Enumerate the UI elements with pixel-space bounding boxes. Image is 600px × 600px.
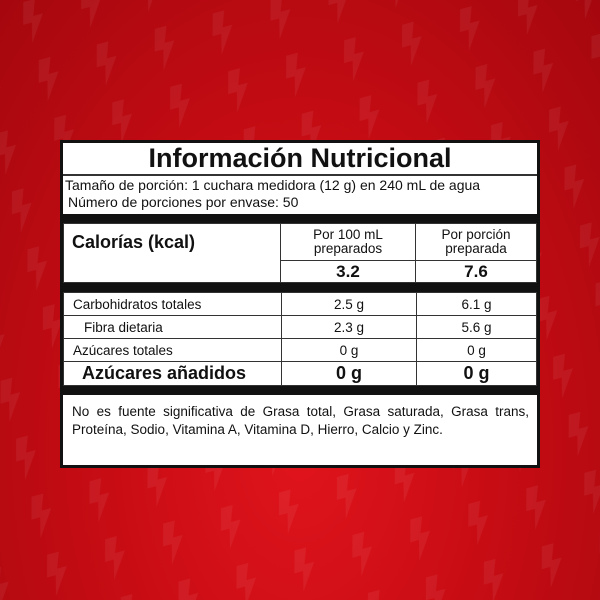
nutrient-name: Azúcares totales	[63, 338, 282, 362]
calories-per-100ml: 3.2	[280, 260, 416, 283]
value-per-serving: 6.1 g	[416, 292, 537, 316]
servings-per-container: Número de porciones por envase: 50	[68, 194, 299, 210]
table-row: Carbohidratos totales 2.5 g 6.1 g	[63, 292, 537, 316]
divider-bar	[63, 214, 537, 223]
col-header-per-100ml: Por 100 mL preparados	[280, 223, 416, 261]
table-row: Azúcares totales 0 g 0 g	[63, 338, 537, 362]
nutrient-name: Fibra dietaria	[63, 315, 282, 339]
footnote: No es fuente significativa de Grasa tota…	[72, 404, 529, 437]
divider-bar	[63, 283, 537, 292]
calories-label: Calorías (kcal)	[63, 223, 281, 283]
col-header-per-serving: Por porción preparada	[415, 223, 537, 261]
label-title: Información Nutricional	[63, 143, 537, 176]
table-row: Azúcares añadidos 0 g 0 g	[63, 361, 537, 386]
table-row: Fibra dietaria 2.3 g 5.6 g	[63, 315, 537, 339]
value-per-100ml: 2.3 g	[281, 315, 417, 339]
value-per-100ml: 2.5 g	[281, 292, 417, 316]
serving-info: Tamaño de porción: 1 cuchara medidora (1…	[63, 176, 537, 214]
value-per-serving: 0 g	[416, 361, 537, 386]
serving-size: Tamaño de porción: 1 cuchara medidora (1…	[65, 177, 481, 193]
nutrients-table: Carbohidratos totales 2.5 g 6.1 g Fibra …	[63, 292, 537, 386]
value-per-100ml: 0 g	[281, 361, 417, 386]
nutrient-name: Azúcares añadidos	[63, 361, 282, 386]
calories-per-serving: 7.6	[415, 260, 537, 283]
value-per-serving: 5.6 g	[416, 315, 537, 339]
nutrition-facts-label: Información Nutricional Tamaño de porció…	[60, 140, 540, 468]
calories-table: Calorías (kcal) Por 100 mL preparados Po…	[63, 223, 537, 283]
nutrient-name: Carbohidratos totales	[63, 292, 282, 316]
value-per-serving: 0 g	[416, 338, 537, 362]
value-per-100ml: 0 g	[281, 338, 417, 362]
divider-bar	[63, 386, 537, 395]
